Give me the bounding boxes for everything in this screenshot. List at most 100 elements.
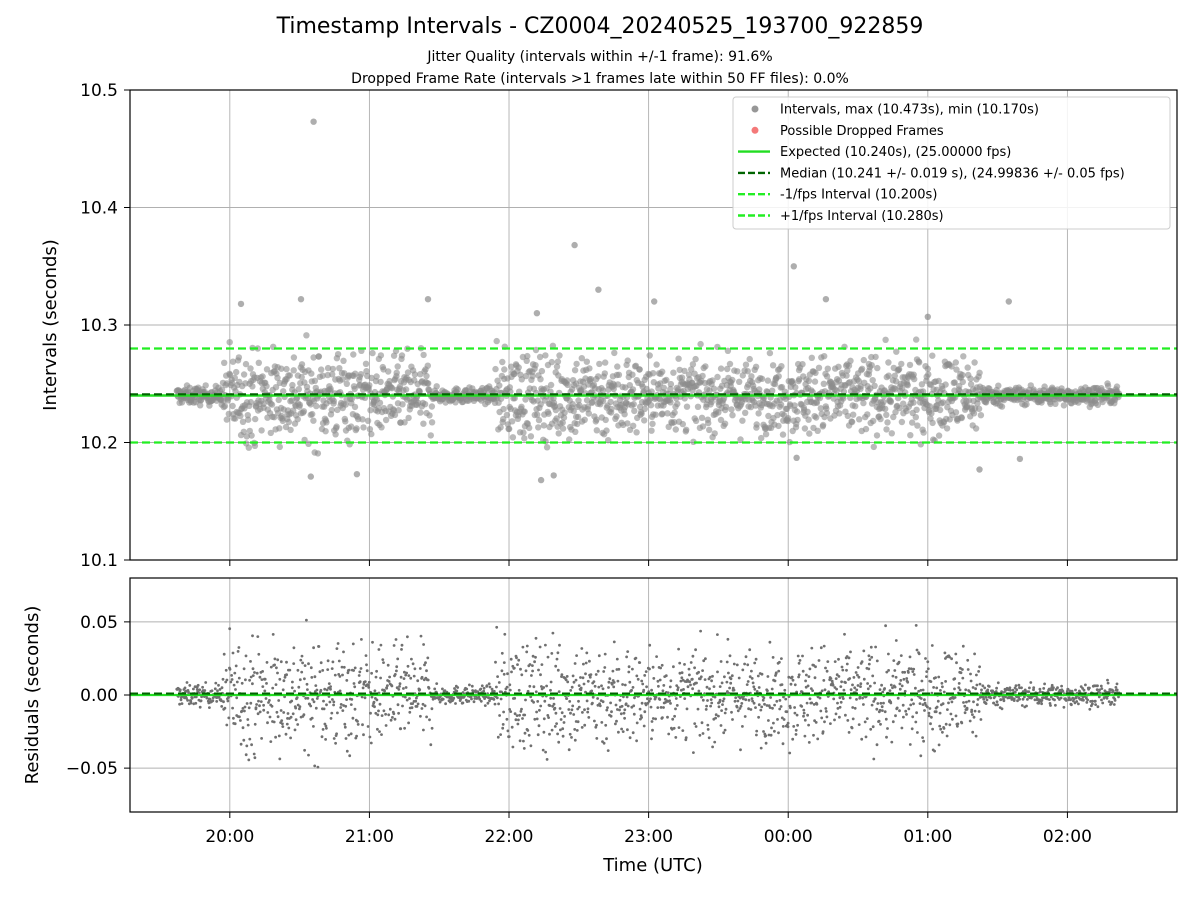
residual-point — [370, 695, 374, 699]
interval-point — [758, 375, 766, 382]
interval-point — [378, 424, 385, 431]
interval-point — [226, 371, 234, 378]
interval-outlier-point — [1016, 455, 1024, 463]
residual-point — [871, 725, 875, 729]
residual-point — [568, 732, 572, 736]
residual-point — [836, 701, 839, 705]
residual-point — [869, 727, 873, 731]
interval-point — [813, 399, 821, 407]
residual-point — [390, 684, 394, 688]
residual-point — [980, 688, 983, 692]
interval-point — [647, 402, 655, 409]
residual-point — [709, 704, 712, 708]
residual-point — [796, 654, 800, 658]
residual-point — [550, 728, 554, 732]
residual-point — [701, 732, 705, 735]
residual-point — [263, 689, 267, 693]
residual-point — [199, 699, 203, 703]
residual-point — [198, 705, 202, 709]
residual-point — [351, 642, 355, 646]
residual-point — [361, 723, 364, 727]
residual-point — [342, 650, 345, 654]
interval-point — [221, 359, 228, 366]
residual-point — [875, 743, 879, 747]
residual-point — [316, 765, 320, 769]
interval-point — [242, 360, 250, 368]
interval-point — [535, 416, 543, 424]
interval-point — [245, 444, 252, 451]
residual-point — [947, 701, 950, 705]
residual-point — [570, 685, 574, 689]
residual-point — [472, 700, 476, 704]
residual-point — [222, 700, 225, 704]
residual-point — [1059, 696, 1063, 700]
residual-point — [609, 701, 612, 705]
residual-point — [850, 726, 854, 730]
residual-point — [760, 672, 764, 676]
interval-point — [548, 358, 555, 366]
residual-point — [526, 729, 530, 732]
residual-point — [1082, 688, 1086, 692]
residual-point — [388, 707, 392, 711]
residual-point — [648, 667, 651, 671]
residual-point — [313, 764, 317, 768]
residual-point — [862, 703, 865, 706]
interval-point — [672, 426, 679, 433]
interval-point — [671, 409, 678, 416]
residual-point — [965, 706, 969, 710]
residual-point — [586, 679, 590, 683]
residual-point — [1060, 684, 1063, 688]
residual-point — [403, 670, 406, 674]
interval-point — [698, 414, 706, 421]
residual-point — [611, 669, 615, 673]
residual-point — [1014, 684, 1018, 687]
residual-point — [233, 671, 237, 675]
residual-point — [306, 688, 309, 691]
interval-point — [1047, 400, 1054, 408]
residual-point — [922, 739, 925, 743]
interval-point — [667, 385, 674, 393]
interval-point — [685, 371, 693, 378]
residual-point — [971, 730, 975, 734]
interval-point — [251, 442, 259, 449]
residual-point — [405, 698, 409, 702]
residual-point — [230, 674, 234, 677]
residual-point — [882, 701, 885, 705]
residual-point — [623, 683, 627, 687]
residual-point — [865, 717, 869, 720]
residual-point — [907, 707, 911, 711]
residual-point — [516, 663, 519, 666]
residual-point — [924, 657, 927, 660]
residual-point — [802, 714, 805, 718]
residual-point — [727, 671, 730, 675]
residual-point — [630, 688, 633, 692]
residual-point — [240, 681, 244, 685]
residual-point — [655, 655, 658, 658]
residual-point — [399, 675, 403, 679]
legend-label: Median (10.241 +/- 0.019 s), (24.99836 +… — [780, 166, 1125, 181]
residual-point — [575, 654, 578, 657]
residual-point — [234, 688, 237, 691]
residual-point — [291, 680, 294, 684]
interval-point — [737, 436, 744, 443]
interval-point — [252, 415, 259, 423]
residual-point — [778, 707, 782, 711]
residual-point — [251, 634, 254, 638]
residual-point — [620, 704, 624, 708]
residual-point — [384, 712, 387, 716]
residual-point — [319, 688, 323, 692]
residual-point — [575, 729, 579, 732]
residual-point — [769, 733, 773, 737]
residual-point — [861, 696, 864, 700]
interval-point — [794, 416, 801, 424]
residual-point — [771, 656, 775, 659]
residual-point — [334, 741, 337, 745]
residual-point — [341, 673, 344, 677]
residual-point — [760, 705, 764, 709]
interval-point — [571, 367, 579, 374]
interval-point — [554, 358, 562, 365]
residual-point — [1070, 703, 1073, 707]
residual-point — [273, 657, 277, 661]
residual-point — [397, 688, 401, 691]
residual-point — [791, 737, 795, 741]
